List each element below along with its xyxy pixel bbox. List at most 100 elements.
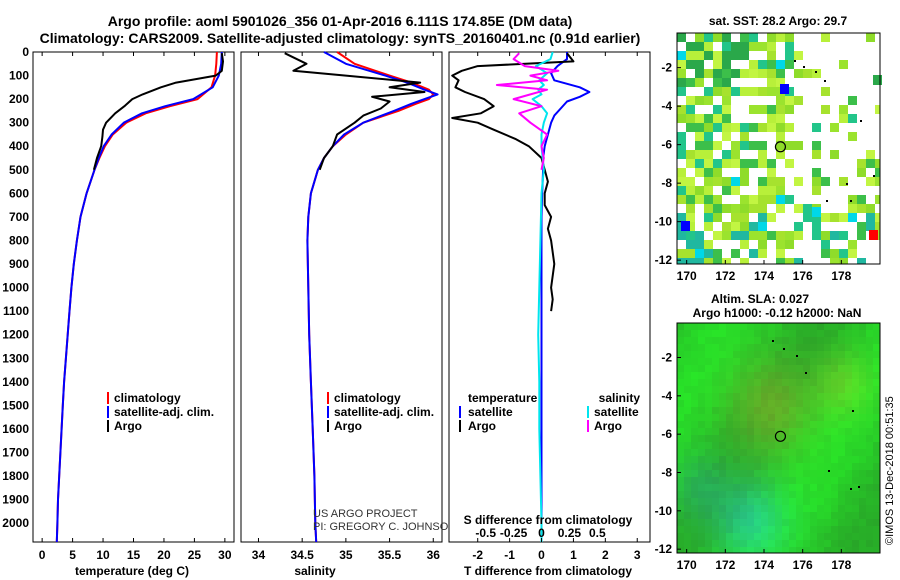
sla-cell [789,337,796,344]
sla-cell [775,337,782,344]
sla-cell [782,351,789,358]
sla-cell [726,435,733,442]
sst-cell [767,51,776,60]
sla-cell [789,407,796,414]
sla-cell [775,372,782,379]
sla-cell [761,442,768,449]
sla-cell [733,407,740,414]
sla-cell [866,484,873,491]
sla-cell [726,491,733,498]
sla-cell [817,547,824,553]
sst-cell [794,51,803,60]
sst-cell [839,105,848,114]
sla-cell [761,414,768,421]
depth-tick-label: 600 [9,186,29,200]
sla-cell [712,351,719,358]
sla-cell [796,323,803,330]
sla-cell [705,407,712,414]
sst-cell [740,195,749,204]
sst-cell [875,168,880,177]
sla-cell [733,449,740,456]
sla-cell [782,484,789,491]
sla-cell [789,358,796,365]
sla-cell [740,540,747,547]
sla-cell [789,477,796,484]
sla-cell [859,386,866,393]
sla-cell [838,428,845,435]
sla-cell [789,456,796,463]
sla-cell [719,421,726,428]
series-line-t-argo [451,52,575,312]
map-lon-tick-label: 176 [793,558,813,572]
sla-cell [712,421,719,428]
sla-cell [677,386,684,393]
sla-cell [754,533,761,540]
sst-cell [758,141,767,150]
island-dot [828,470,830,472]
sla-cell [719,505,726,512]
sla-cell [803,351,810,358]
sla-cell [768,386,775,393]
sst-cell [686,231,695,240]
sla-cell [698,414,705,421]
sla-cell [705,484,712,491]
sla-cell [852,498,859,505]
sla-cell [789,526,796,533]
sst-cell [857,258,866,264]
sla-cell [705,442,712,449]
sla-cell [866,414,873,421]
sst-cell [848,213,857,222]
sla-cell [817,435,824,442]
sla-cell [684,407,691,414]
sla-cell [810,491,817,498]
sla-cell [733,512,740,519]
sla-cell [733,386,740,393]
sla-cell [754,414,761,421]
sla-cell [810,379,817,386]
sla-cell [719,323,726,330]
sla-cell [705,547,712,553]
sst-cell [731,150,740,159]
sst-cell [812,168,821,177]
sla-cell [740,435,747,442]
sla-cell [845,393,852,400]
sla-cell [740,344,747,351]
series-line-argo [92,53,224,171]
sla-cell [817,344,824,351]
sst-cell [713,213,722,222]
sla-cell [831,470,838,477]
sla-cell [852,449,859,456]
sla-cell [782,505,789,512]
sla-cell [866,400,873,407]
sla-cell [754,386,761,393]
sla-cell [859,358,866,365]
sla-cell [740,323,747,330]
map-lat-tick-label: -2 [661,61,672,75]
sst-cell [704,33,713,42]
sla-cell [754,491,761,498]
sst-cell [740,240,749,249]
sla-cell [761,533,768,540]
sla-cell [824,435,831,442]
sla-cell [726,407,733,414]
sla-cell [677,323,684,330]
difference-plot-frame [448,51,651,543]
sla-cell [803,435,810,442]
sla-cell [726,428,733,435]
sst-cell [857,168,866,177]
sla-cell [684,491,691,498]
sla-cell [761,505,768,512]
sla-cell [691,393,698,400]
sla-cell [754,512,761,519]
sla-cell [810,330,817,337]
sst-cell [794,141,803,150]
sla-cell [726,379,733,386]
sla-cell [831,407,838,414]
island-dot [815,71,817,73]
sla-cell [677,435,684,442]
sst-cell [821,177,830,186]
sst-cell [740,69,749,78]
sla-cell [831,351,838,358]
sla-cell [712,365,719,372]
sst-cell [848,114,857,123]
